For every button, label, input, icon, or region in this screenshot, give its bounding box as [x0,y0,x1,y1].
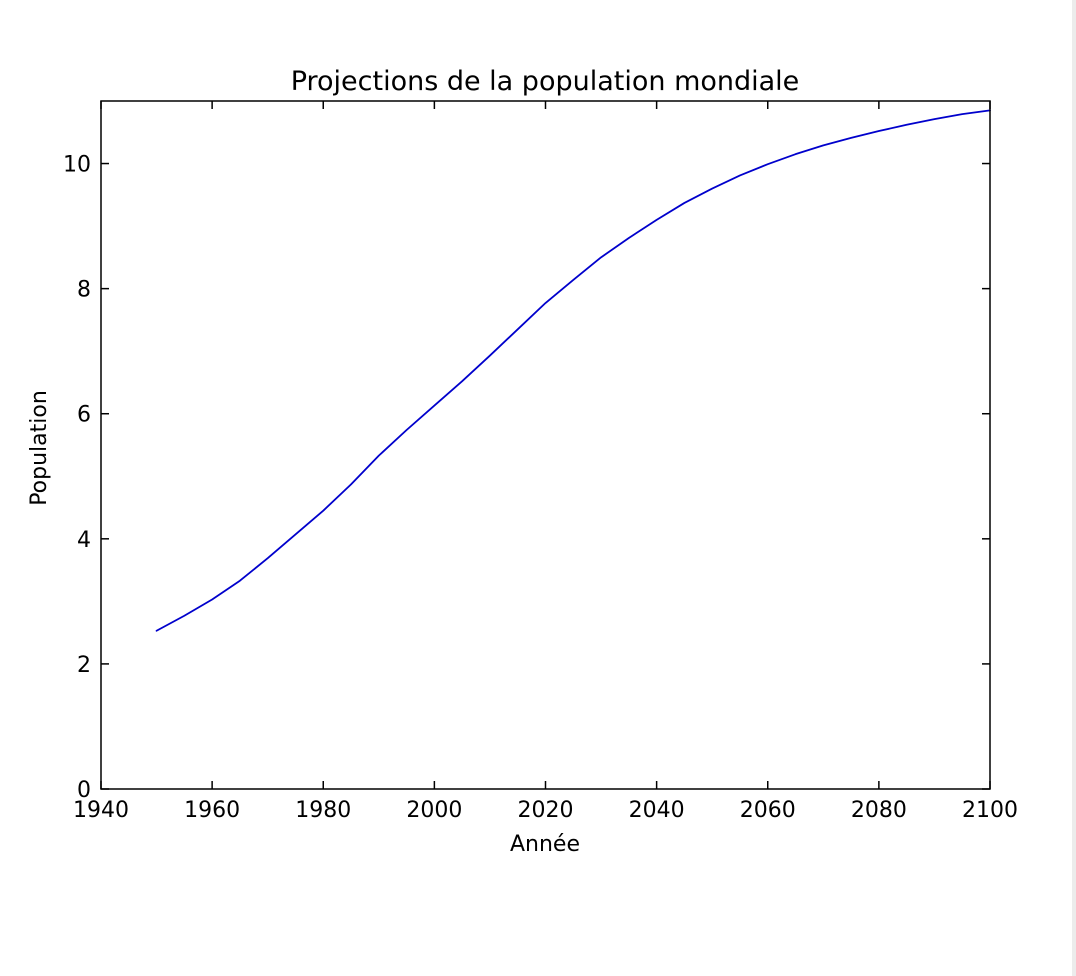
x-tick-label: 2100 [962,798,1018,823]
x-tick-label: 1940 [73,798,129,823]
x-tick-label: 1980 [295,798,351,823]
plot-frame [100,100,991,790]
x-axis-label: Année [510,832,580,857]
y-tick-label: 2 [77,653,91,678]
window-edge [1072,0,1076,976]
x-tick-label: 2020 [518,798,574,823]
x-tick-label: 2040 [629,798,685,823]
y-tick-label: 8 [77,278,91,303]
x-tick-label: 2000 [406,798,462,823]
x-tick-label: 2080 [851,798,907,823]
y-tick-label: 10 [63,153,91,178]
series-layer [155,109,991,632]
x-tick-label: 2060 [740,798,796,823]
y-axis-ticks: 0 2 4 6 8 10 [63,153,990,803]
y-tick-label: 6 [77,403,91,428]
y-tick-label: 0 [77,778,91,803]
chart-title: Projections de la population mondiale [291,66,800,97]
series-line [155,109,991,632]
x-axis-ticks: 1940 1960 1980 2000 2020 2040 2060 2080 2100 [73,101,1018,823]
y-tick-label: 4 [77,528,91,553]
x-tick-label: 1960 [184,798,240,823]
y-axis-label: Population [27,390,52,506]
